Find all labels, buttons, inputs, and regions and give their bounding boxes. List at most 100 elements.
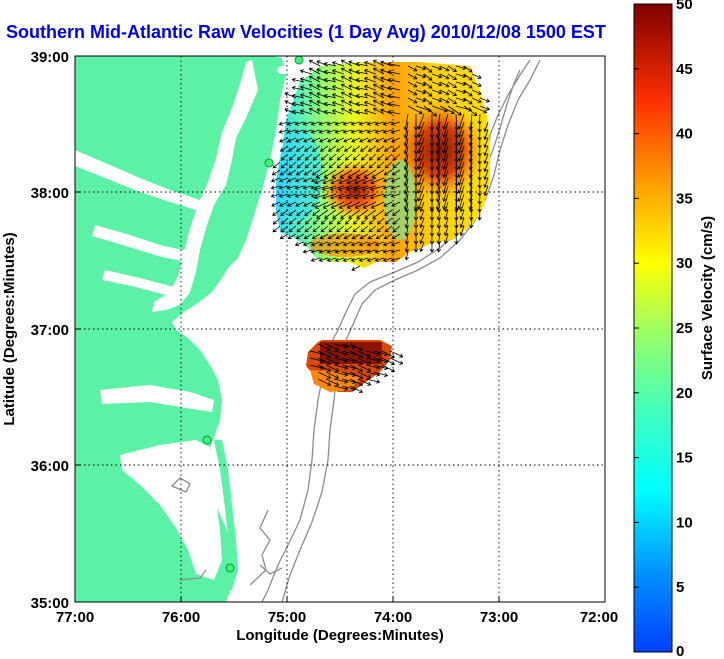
velocity-arrow [334,249,345,254]
velocity-arrow [311,169,321,176]
velocity-arrow [338,177,353,185]
velocity-arrow [278,193,289,198]
velocity-arrow [384,217,393,225]
velocity-arrow [368,225,377,233]
velocity-arrow [338,201,353,209]
velocity-arrow [372,67,385,75]
velocity-arrow [278,121,289,126]
velocity-arrow [319,137,329,143]
velocity-arrow [352,217,361,225]
velocity-arrow [384,209,393,216]
velocity-arrow [442,129,449,147]
velocity-arrow [407,97,418,104]
velocity-arrow [315,169,329,178]
velocity-arrow [468,145,473,163]
y-tick-label: 37:00 [31,322,69,339]
velocity-arrow [340,75,353,83]
velocity-arrow [272,161,281,169]
colorbar-tick-label: 45 [676,61,693,78]
velocity-arrow [459,225,465,237]
velocity-arrow [417,113,425,130]
velocity-arrow [318,241,329,247]
velocity-arrow [468,129,473,147]
velocity-arrow [423,81,433,89]
velocity-arrow [302,241,313,247]
velocity-arrow [443,201,449,213]
velocity-arrow [356,209,369,219]
velocity-arrow [372,99,385,107]
velocity-arrow [312,225,321,233]
velocity-arrow [308,99,321,107]
velocity-arrow [483,185,489,197]
velocity-arrow [368,217,377,225]
velocity-arrow [357,350,372,358]
velocity-arrow [320,225,329,233]
velocity-arrow [299,69,313,75]
velocity-arrow [344,153,353,161]
velocity-arrow [365,378,381,384]
velocity-arrow [374,257,385,262]
velocity-arrow [350,257,361,262]
velocity-arrow [417,177,425,194]
velocity-arrow [288,161,297,169]
velocity-arrow [376,217,385,225]
velocity-arrow [308,67,321,75]
velocity-arrow [337,193,353,200]
colorbar-ticks: 0 5 10 15 20 25 30 35 40 45 50 [634,0,693,659]
velocity-arrow [343,137,353,143]
velocity-arrow [325,357,340,365]
velocity-arrow [387,86,401,91]
velocity-arrow [468,161,473,179]
velocity-arrow [353,193,369,200]
colorbar-tick-label: 25 [676,320,693,337]
velocity-arrow [355,85,369,91]
velocity-arrow [469,209,474,221]
velocity-arrow [390,177,401,183]
velocity-arrow [296,209,305,216]
velocity-arrow [317,343,332,351]
velocity-arrow [317,371,332,379]
velocity-arrow [365,357,381,363]
velocity-arrow [303,145,313,152]
velocity-arrow [310,121,321,126]
velocity-arrow [331,85,345,91]
pamlico-sound [120,440,222,580]
velocity-arrow [479,97,490,103]
velocity-arrow [372,91,385,99]
velocity-arrow [417,185,425,202]
velocity-arrow [415,81,427,87]
velocity-arrow [318,121,329,126]
velocity-arrow [333,371,349,377]
velocity-arrow [457,161,465,178]
velocity-arrow [372,75,385,83]
velocity-arrow [457,193,465,210]
velocity-arrow [352,153,361,161]
y-tick-label: 35:00 [31,595,69,612]
velocity-arrow [340,83,353,91]
velocity-arrow [419,233,425,245]
barrier-island-strip [214,440,238,590]
velocity-arrow [296,225,305,233]
velocity-arrow [361,185,377,191]
velocity-arrow [303,201,313,207]
velocity-arrow [310,129,321,134]
velocity-arrow [280,225,289,233]
velocity-arrow [483,153,489,165]
velocity-arrow [417,121,425,138]
velocity-arrow [270,185,281,190]
velocity-arrow [336,225,345,233]
velocity-arrow [287,137,297,143]
velocity-arrow [320,161,329,169]
velocity-arrow [303,169,313,176]
velocity-arrow [295,201,305,207]
velocity-arrow [271,169,281,176]
velocity-arrow [368,161,377,169]
rappahannock-river [92,225,196,262]
velocity-arrow [363,77,377,83]
velocity-arrow [471,105,488,114]
velocity-arrow [271,201,281,207]
velocity-arrow [359,233,369,240]
velocity-arrow [471,81,482,87]
velocity-arrow [319,145,329,152]
velocity-arrow [325,364,340,372]
